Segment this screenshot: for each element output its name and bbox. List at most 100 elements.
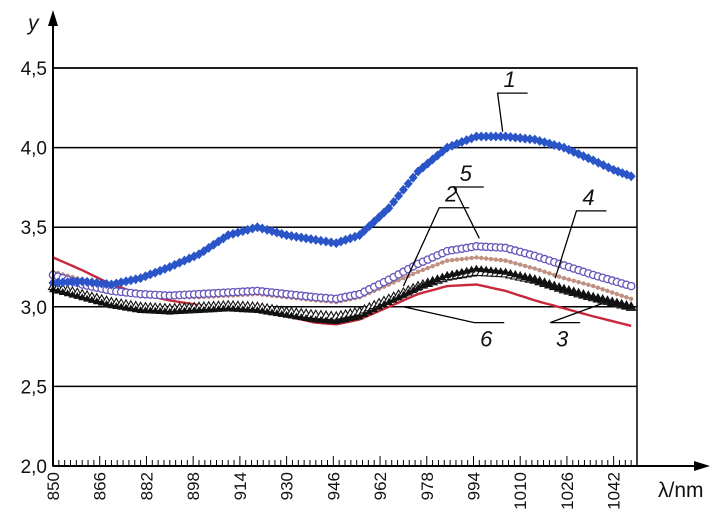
series-4-point	[550, 282, 559, 290]
x-minor-ticks	[52, 456, 638, 466]
series-4-point	[414, 283, 422, 291]
callout-6: 6	[403, 306, 505, 352]
series-4-point	[627, 302, 636, 310]
series-4-point	[92, 297, 101, 305]
series-5-point	[626, 281, 636, 291]
series-2-point	[591, 283, 596, 289]
series-4-point	[263, 307, 272, 315]
series-layer	[47, 131, 637, 328]
series-4-point	[112, 302, 121, 310]
series-2-point	[537, 267, 542, 273]
series-4-point	[433, 275, 442, 283]
series-2-point	[522, 263, 528, 269]
series-1-point	[403, 178, 413, 189]
x-tick-label: 978	[418, 472, 437, 500]
series-4-point	[360, 309, 369, 317]
callout-leader-line	[496, 92, 528, 132]
series-4-point	[229, 304, 238, 312]
series-4-point	[603, 296, 612, 304]
series-4-point	[63, 289, 72, 297]
y-tick-label: 4,5	[21, 59, 47, 80]
series-5	[48, 242, 636, 304]
series-1-point	[408, 172, 418, 183]
series-4-point	[617, 300, 626, 308]
series-1-point	[67, 276, 77, 287]
series-2-point	[508, 259, 513, 265]
series-4-point	[612, 299, 621, 307]
series-4-point	[126, 304, 135, 312]
series-4-point	[156, 307, 165, 315]
x-tick-label: 962	[371, 472, 390, 500]
y-axis-title: y	[26, 12, 40, 35]
series-4-point	[287, 311, 296, 319]
series-4-point	[322, 316, 331, 324]
series-2-point	[532, 266, 537, 271]
series-4-point	[78, 293, 87, 301]
x-tick-label: 994	[464, 472, 483, 500]
series-4-point	[297, 313, 306, 321]
series-4-point	[579, 290, 588, 298]
series-4	[49, 264, 636, 325]
y-tick-label: 2,5	[21, 377, 47, 398]
series-2-point	[527, 265, 533, 270]
series-4-point	[560, 285, 568, 293]
series-2-point	[435, 262, 440, 267]
series-4-point	[107, 301, 116, 309]
series-4-point	[268, 308, 276, 316]
curve-label: 5	[460, 161, 473, 186]
series-2-point	[459, 256, 464, 262]
series-2-point	[445, 258, 450, 263]
series-4-point	[622, 301, 631, 309]
series-1-point	[389, 196, 399, 207]
series-4-point	[243, 305, 252, 313]
series-4-point	[428, 277, 437, 285]
series-2-point	[566, 277, 572, 282]
series-4-point	[233, 304, 242, 312]
series-4-point	[472, 264, 481, 272]
callout-leader-line	[402, 207, 470, 287]
y-axis-arrow-icon	[48, 10, 58, 26]
series-2-point	[571, 278, 576, 283]
series-4-point	[306, 314, 315, 322]
series-2-point	[440, 260, 445, 265]
series-4-point	[282, 310, 291, 318]
callout-leader-line	[549, 303, 603, 324]
series-4-point	[574, 289, 583, 297]
series-2-point	[454, 257, 460, 262]
series-4-point	[491, 266, 500, 274]
series-4-point	[418, 281, 427, 289]
series-1-point	[626, 171, 636, 182]
series-4-point	[53, 286, 62, 294]
y-tick-label: 2,0	[21, 457, 47, 478]
series-4-point	[511, 270, 520, 278]
curve-label: 6	[480, 327, 493, 352]
series-2-point	[605, 288, 610, 294]
x-axis-arrow-icon	[694, 461, 710, 471]
series-4-point	[379, 300, 388, 308]
callout-leader-line	[554, 210, 607, 279]
x-tick-label: 898	[184, 472, 203, 500]
series-4-point	[73, 291, 82, 299]
series-4-point	[248, 305, 257, 313]
series-4-point	[258, 306, 267, 314]
series-4-point	[68, 290, 77, 298]
series-4-point	[501, 267, 510, 275]
series-2-point	[483, 256, 489, 261]
series-2-point	[479, 255, 484, 261]
series-2-point	[469, 255, 474, 261]
series-1-point	[179, 255, 189, 266]
series-4-point	[146, 306, 155, 314]
x-tick-label: 866	[91, 472, 110, 500]
series-4-point	[375, 302, 384, 310]
x-tick-label: 1042	[605, 472, 624, 510]
y-tick-label: 3,5	[21, 218, 47, 239]
series-1-point	[394, 190, 404, 201]
series-4-point	[598, 295, 607, 303]
series-4-point	[525, 274, 534, 282]
series-1-point	[72, 276, 82, 287]
series-1-point	[398, 184, 408, 195]
series-2-point	[547, 271, 552, 276]
series-2-point	[609, 290, 615, 295]
series-2-point	[542, 269, 547, 274]
